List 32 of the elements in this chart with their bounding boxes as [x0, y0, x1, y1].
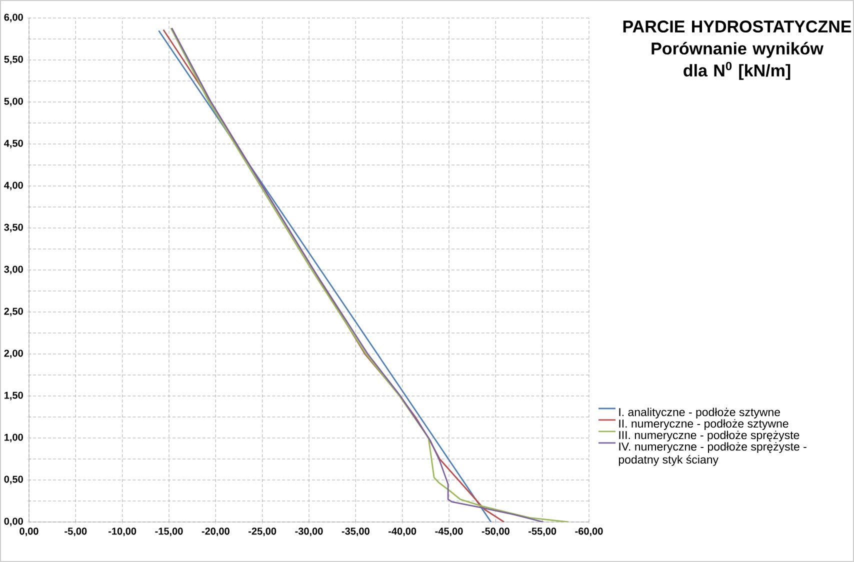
y-tick-label: 4,50	[4, 140, 23, 148]
x-tick-label: -10,00	[108, 528, 136, 536]
y-tick-label: 3,50	[4, 224, 23, 232]
legend-label: IV. numeryczne - podłoże sprężyste - podatny styk ściany	[618, 442, 806, 466]
x-tick-label: -45,00	[435, 528, 463, 536]
y-tick-label: 5,50	[4, 56, 23, 64]
y-tick-label: 1,00	[4, 434, 23, 442]
x-tick-label: -60,00	[575, 528, 603, 536]
text: Porównanie wyników dla N$^{0}$ [kN/m]	[652, 42, 824, 80]
x-tick-label: -50,00	[482, 528, 510, 536]
x-tick-label: -25,00	[248, 528, 276, 536]
y-tick-label: 0,50	[4, 476, 23, 484]
legend-label: II. numeryczne - podłoże sztywne	[619, 419, 788, 430]
y-tick-label: 3,00	[4, 266, 23, 274]
text: PARCIE HYDROSTATYCZNE	[623, 20, 852, 33]
y-tick-label: 2,00	[4, 350, 23, 358]
x-tick-label: -40,00	[388, 528, 416, 536]
x-tick-label: -35,00	[342, 528, 370, 536]
x-tick-label: -30,00	[295, 528, 323, 536]
legend-label: III. numeryczne - podłoże sprężyste	[619, 430, 800, 442]
legend-label: I. analityczne - podłoże sztywne	[619, 408, 780, 418]
y-tick-label: 5,00	[4, 98, 23, 106]
y-tick-label: 1,50	[4, 392, 23, 400]
y-tick-label: 6,00	[4, 14, 23, 22]
x-tick-label: -20,00	[202, 528, 230, 536]
x-tick-label: -15,00	[155, 528, 183, 536]
x-tick-label: -55,00	[528, 528, 556, 536]
y-tick-label: 0,00	[4, 518, 23, 526]
y-tick-label: 4,00	[4, 182, 23, 190]
y-tick-label: 2,50	[4, 308, 23, 316]
x-tick-label: 0,00	[20, 528, 38, 536]
x-tick-label: -5,00	[64, 528, 87, 536]
